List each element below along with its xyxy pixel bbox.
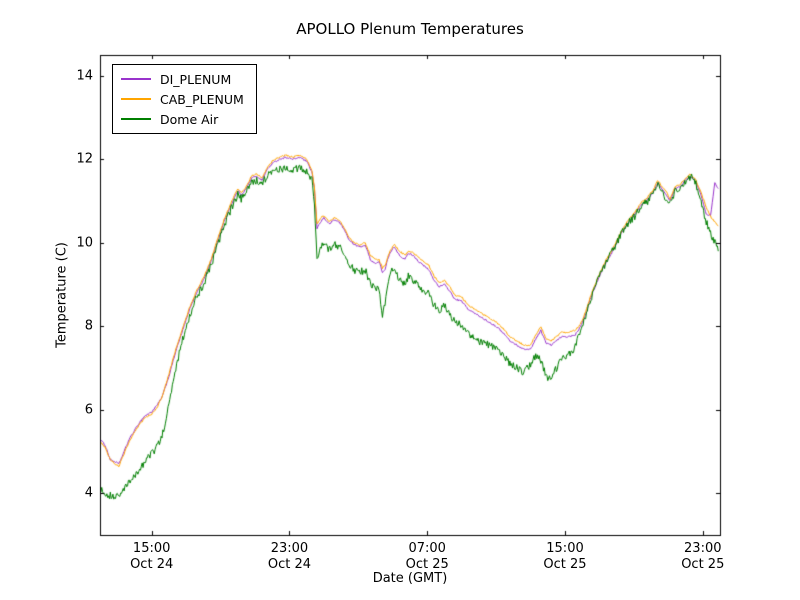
- y-tick-label: 8: [84, 318, 93, 334]
- x-tick-label: 23:00 Oct 24: [267, 541, 312, 572]
- line-swatch-icon: [121, 118, 151, 120]
- y-tick-label: 4: [84, 485, 93, 501]
- line-swatch-icon: [121, 98, 151, 100]
- x-tick-label: 07:00 Oct 25: [405, 541, 449, 572]
- legend-entry-cab-plenum: CAB_PLENUM: [121, 91, 244, 107]
- legend: DI_PLENUM CAB_PLENUM Dome Air: [112, 64, 257, 134]
- x-tick-label: 15:00 Oct 24: [130, 541, 174, 572]
- x-axis-label: Date (GMT): [372, 571, 448, 586]
- y-tick-label: 6: [84, 402, 93, 418]
- legend-label: DI_PLENUM: [160, 71, 232, 87]
- x-tick-label: 23:00 Oct 25: [681, 541, 725, 572]
- y-tick-label: 10: [76, 235, 93, 251]
- y-tick-label: 12: [76, 151, 93, 167]
- y-tick-label: 14: [76, 68, 93, 84]
- legend-label: CAB_PLENUM: [160, 91, 244, 107]
- legend-label: Dome Air: [160, 111, 219, 127]
- y-axis-label: Temperature (C): [54, 242, 70, 348]
- legend-entry-dome-air: Dome Air: [121, 111, 244, 127]
- legend-entry-di-plenum: DI_PLENUM: [121, 71, 244, 87]
- x-tick-label: 15:00 Oct 25: [543, 541, 587, 572]
- line-swatch-icon: [121, 78, 151, 80]
- chart-title: APOLLO Plenum Temperatures: [296, 20, 524, 38]
